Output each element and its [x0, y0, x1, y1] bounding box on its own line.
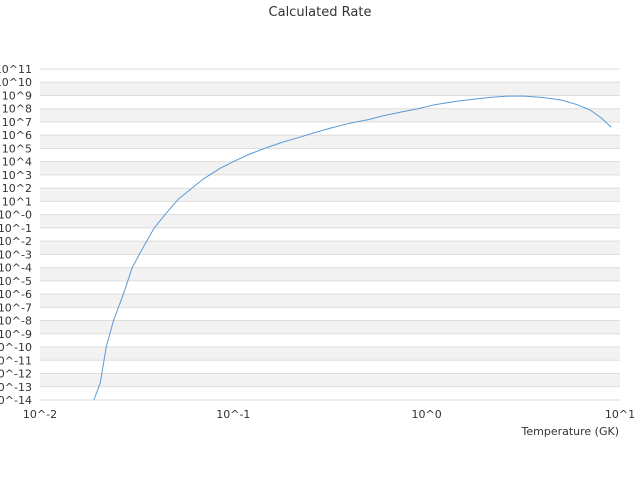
grid-band — [40, 161, 620, 175]
y-tick-label: 10^1 — [2, 195, 32, 208]
y-tick-label: 10^-0 — [0, 209, 32, 222]
grid-band — [40, 347, 620, 361]
x-tick-label: 10^-1 — [216, 408, 250, 421]
y-tick-label: 10^3 — [2, 169, 32, 182]
y-tick-label: 10^-13 — [0, 381, 32, 394]
y-tick-label: 10^-5 — [0, 275, 32, 288]
grid-band — [40, 320, 620, 334]
x-axis-ticks: 10^-2 10^-1 10^0 10^1 — [23, 408, 635, 421]
y-tick-label: 10^8 — [2, 103, 32, 116]
x-tick-label: 10^1 — [605, 408, 635, 421]
grid-band — [40, 82, 620, 96]
grid-band — [40, 294, 620, 308]
y-tick-label: 10^-4 — [0, 262, 32, 275]
series-layer — [93, 95, 612, 401]
series-line — [93, 95, 612, 401]
y-tick-label: 10^4 — [2, 156, 32, 169]
y-tick-label: 10^2 — [2, 182, 32, 195]
y-tick-label: 10^-7 — [0, 301, 32, 314]
y-tick-label: 10^10 — [0, 76, 32, 89]
y-tick-label: 10^-12 — [0, 368, 32, 381]
y-tick-label: 10^9 — [2, 89, 32, 102]
grid-band — [40, 214, 620, 228]
grid-band — [40, 241, 620, 255]
y-tick-label: 10^5 — [2, 142, 32, 155]
grid-band — [40, 188, 620, 202]
y-tick-label: 10^6 — [2, 129, 32, 142]
chart-title: Calculated Rate — [269, 5, 372, 20]
grid-band — [40, 373, 620, 387]
x-axis-label: Temperature (GK) — [521, 425, 620, 438]
y-tick-label: 10^-11 — [0, 354, 32, 367]
grid-band — [40, 108, 620, 122]
y-tick-label: 10^-1 — [0, 222, 32, 235]
y-tick-label: 10^-9 — [0, 328, 32, 341]
x-tick-label: 10^0 — [412, 408, 442, 421]
x-tick-label: 10^-2 — [23, 408, 57, 421]
y-tick-label: 10^11 — [0, 63, 32, 76]
y-tick-label: 10^-14 — [0, 394, 32, 407]
grid-band — [40, 135, 620, 149]
y-tick-label: 10^7 — [2, 116, 32, 129]
y-axis-ticks: 10^-1410^-1310^-1210^-1110^-1010^-910^-8… — [0, 63, 32, 407]
y-tick-label: 10^-8 — [0, 315, 32, 328]
y-tick-label: 10^-2 — [0, 235, 32, 248]
grid-bands — [40, 68, 620, 401]
y-tick-label: 10^-10 — [0, 341, 32, 354]
y-tick-label: 10^-3 — [0, 248, 32, 261]
y-tick-label: 10^-6 — [0, 288, 32, 301]
grid-band — [40, 267, 620, 281]
